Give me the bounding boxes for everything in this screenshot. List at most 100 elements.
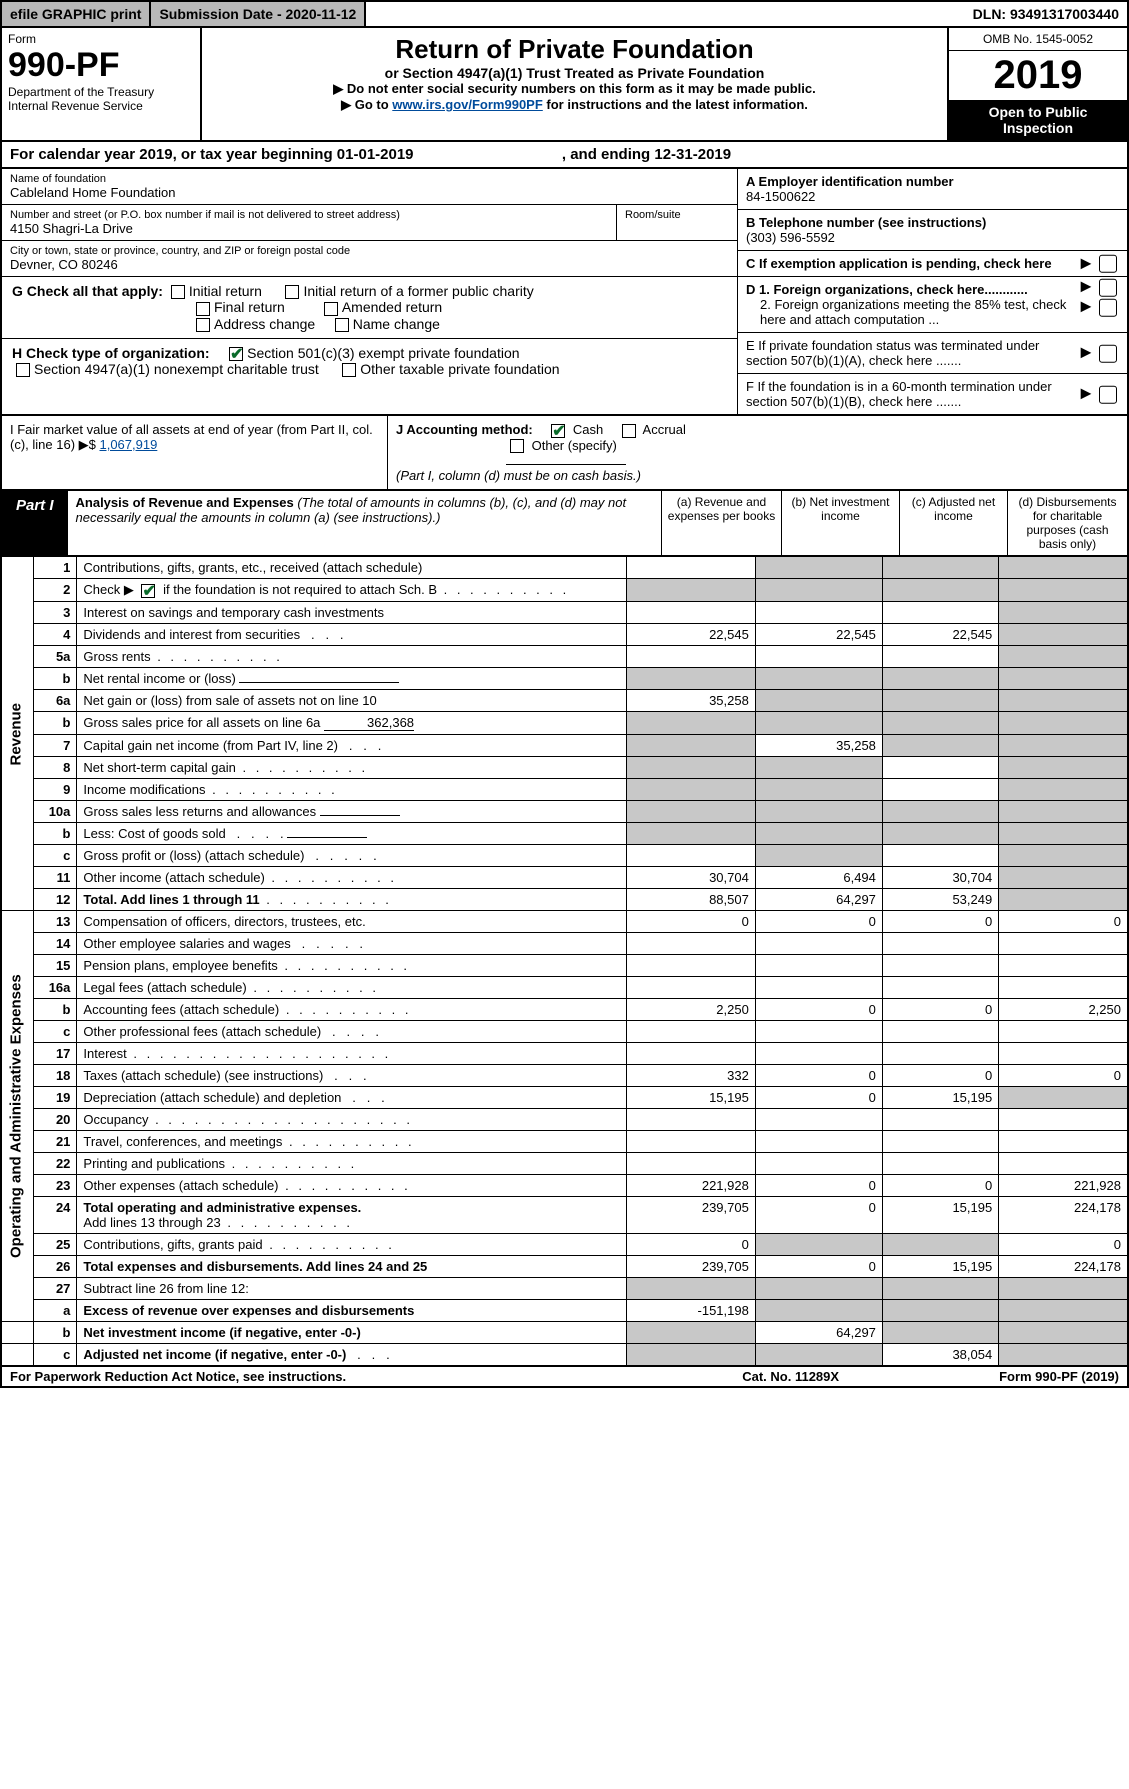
row-18: 18Taxes (attach schedule) (see instructi… [1,1065,1128,1087]
foundation-name-cell: Name of foundation Cableland Home Founda… [2,169,737,205]
col-b-header: (b) Net investment income [781,491,899,555]
col-c-header: (c) Adjusted net income [899,491,1007,555]
row-6b: bGross sales price for all assets on lin… [1,712,1128,735]
row-10c: cGross profit or (loss) (attach schedule… [1,845,1128,867]
header-right: OMB No. 1545-0052 2019 Open to Public In… [947,28,1127,140]
chk-c[interactable] [1099,255,1117,273]
efile-label[interactable]: efile GRAPHIC print [2,2,151,26]
part-i-table: Revenue 1Contributions, gifts, grants, e… [0,557,1129,1367]
chk-amended[interactable] [324,302,338,316]
row-13: Operating and Administrative Expenses 13… [1,911,1128,933]
chk-501c3[interactable] [229,347,243,361]
chk-address-change[interactable] [196,318,210,332]
part-desc: Analysis of Revenue and Expenses (The to… [68,491,661,555]
row-22: 22Printing and publications [1,1153,1128,1175]
irs-link[interactable]: www.irs.gov/Form990PF [392,97,543,112]
submission-date: Submission Date - 2020-11-12 [151,2,366,26]
h-row: H Check type of organization: Section 50… [2,339,737,384]
ssn-warning: ▶ Do not enter social security numbers o… [212,81,937,97]
row-5a: 5aGross rents [1,646,1128,668]
row-20: 20Occupancy [1,1109,1128,1131]
row-12: 12Total. Add lines 1 through 11 88,50764… [1,889,1128,911]
f-60month: F If the foundation is in a 60-month ter… [738,374,1127,414]
row-17: 17Interest [1,1043,1128,1065]
row-16c: cOther professional fees (attach schedul… [1,1021,1128,1043]
dept: Department of the Treasury [8,85,194,99]
row-8: 8Net short-term capital gain [1,757,1128,779]
row-26: 26Total expenses and disbursements. Add … [1,1256,1128,1278]
form-number: 990-PF [8,46,194,85]
row-21: 21Travel, conferences, and meetings [1,1131,1128,1153]
row-27a: aExcess of revenue over expenses and dis… [1,1300,1128,1322]
page-footer: For Paperwork Reduction Act Notice, see … [0,1367,1129,1388]
row-16b: bAccounting fees (attach schedule) 2,250… [1,999,1128,1021]
open-inspection: Open to Public Inspection [949,100,1127,140]
cat-no: Cat. No. 11289X [742,1369,839,1384]
row-9: 9Income modifications [1,779,1128,801]
revenue-side: Revenue [1,557,34,911]
chk-other-taxable[interactable] [342,363,356,377]
form-header: Form 990-PF Department of the Treasury I… [0,28,1129,142]
row-27: 27Subtract line 26 from line 12: [1,1278,1128,1300]
row-4: 4Dividends and interest from securities … [1,624,1128,646]
chk-final-return[interactable] [196,302,210,316]
col-d-header: (d) Disbursements for charitable purpose… [1007,491,1127,555]
calendar-year-row: For calendar year 2019, or tax year begi… [0,142,1129,169]
chk-4947[interactable] [16,363,30,377]
row-7: 7Capital gain net income (from Part IV, … [1,735,1128,757]
chk-d2[interactable] [1099,299,1117,317]
d-foreign: D 1. Foreign organizations, check here..… [738,277,1127,333]
part-i-header: Part I Analysis of Revenue and Expenses … [0,491,1129,557]
tax-year: 2019 [949,51,1127,100]
header-left: Form 990-PF Department of the Treasury I… [2,28,202,140]
part-label: Part I [2,491,68,555]
e-terminated: E If private foundation status was termi… [738,333,1127,374]
goto-line: ▶ Go to www.irs.gov/Form990PF for instru… [212,97,937,113]
row-27b: bNet investment income (if negative, ent… [1,1322,1128,1344]
irs: Internal Revenue Service [8,99,194,113]
chk-cash[interactable] [551,424,565,438]
row-5b: bNet rental income or (loss) [1,668,1128,690]
form-title: Return of Private Foundation [212,34,937,65]
c-exemption: C If exemption application is pending, c… [738,251,1127,277]
g-row: G Check all that apply: Initial return I… [2,277,737,339]
address-row: Number and street (or P.O. box number if… [2,205,737,241]
chk-accrual[interactable] [622,424,636,438]
chk-f[interactable] [1099,385,1117,403]
row-10b: bLess: Cost of goods sold . . . . [1,823,1128,845]
top-bar: efile GRAPHIC print Submission Date - 20… [0,0,1129,28]
chk-e[interactable] [1099,344,1117,362]
row-1: Revenue 1Contributions, gifts, grants, e… [1,557,1128,579]
chk-sch-b[interactable] [141,584,155,598]
chk-initial-former[interactable] [285,285,299,299]
ein-cell: A Employer identification number 84-1500… [738,169,1127,210]
fmv-value: 1,067,919 [99,437,157,452]
row-19: 19Depreciation (attach schedule) and dep… [1,1087,1128,1109]
form-subtitle: or Section 4947(a)(1) Trust Treated as P… [212,65,937,81]
form-ref: Form 990-PF (2019) [999,1369,1119,1384]
row-10a: 10aGross sales less returns and allowanc… [1,801,1128,823]
expenses-side: Operating and Administrative Expenses [1,911,34,1322]
row-27c: cAdjusted net income (if negative, enter… [1,1344,1128,1367]
row-24: 24Total operating and administrative exp… [1,1197,1128,1234]
row-14: 14Other employee salaries and wages . . … [1,933,1128,955]
row-11: 11Other income (attach schedule) 30,7046… [1,867,1128,889]
ij-row: I Fair market value of all assets at end… [0,416,1129,491]
chk-name-change[interactable] [335,318,349,332]
row-25: 25Contributions, gifts, grants paid 00 [1,1234,1128,1256]
row-23: 23Other expenses (attach schedule) 221,9… [1,1175,1128,1197]
dln: DLN: 93491317003440 [965,2,1127,26]
col-a-header: (a) Revenue and expenses per books [661,491,781,555]
row-6a: 6aNet gain or (loss) from sale of assets… [1,690,1128,712]
header-center: Return of Private Foundation or Section … [202,28,947,140]
chk-initial-return[interactable] [171,285,185,299]
row-16a: 16aLegal fees (attach schedule) [1,977,1128,999]
chk-other-method[interactable] [510,439,524,453]
form-word: Form [8,32,194,46]
identity-grid: Name of foundation Cableland Home Founda… [0,169,1129,416]
city-cell: City or town, state or province, country… [2,241,737,277]
chk-d1[interactable] [1099,278,1117,296]
paperwork-notice: For Paperwork Reduction Act Notice, see … [10,1369,346,1384]
phone-cell: B Telephone number (see instructions) (3… [738,210,1127,251]
omb-number: OMB No. 1545-0052 [949,28,1127,51]
